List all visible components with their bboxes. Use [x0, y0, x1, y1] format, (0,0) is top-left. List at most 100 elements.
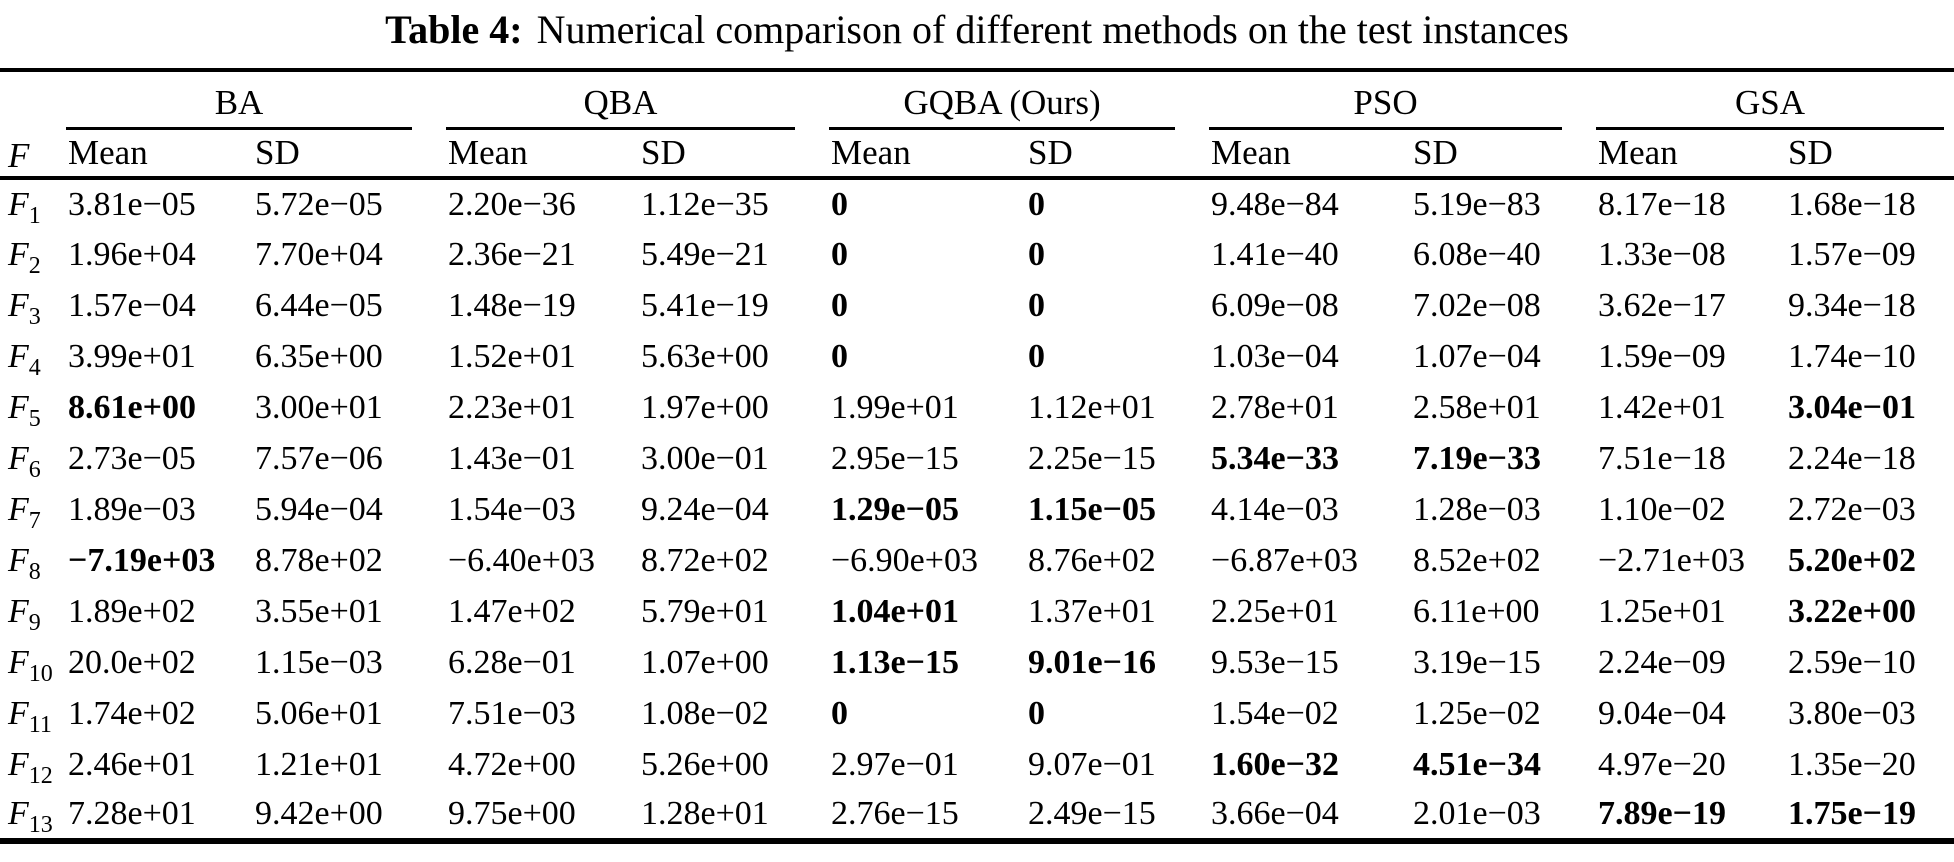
table-body: F1 3.81e−05 5.72e−05 2.20e−36 1.12e−35 0 0 9.48…: [0, 178, 1954, 841]
value-cell: 2.72e−03: [1788, 490, 1916, 528]
subheader-sd-qba: SD: [639, 130, 829, 180]
table-row: F11 1.74e+02 5.06e+01 7.51e−03 1.08e−02 0 0 1.5…: [0, 688, 1954, 739]
table-row: F8 −7.19e+03 8.78e+02 −6.40e+03 8.72e+02 −6.9…: [0, 535, 1954, 586]
value-cell: 3.80e−03: [1788, 694, 1916, 732]
row-label: F7: [8, 490, 41, 534]
value-cell: 2.76e−15: [831, 795, 959, 832]
value-cell: 2.73e−05: [68, 439, 196, 477]
value-cell: 5.19e−83: [1413, 185, 1541, 223]
value-cell: 3.00e+01: [255, 388, 383, 426]
group-label-pso: PSO: [1209, 83, 1563, 130]
row-label: F4: [8, 337, 41, 381]
value-cell: 9.75e+00: [448, 795, 576, 832]
column-header-f: F: [0, 70, 66, 180]
subheader-mean-qba: Mean: [446, 130, 639, 180]
value-cell: −6.40e+03: [448, 541, 595, 579]
row-label: F12: [8, 745, 53, 789]
row-label: F6: [8, 439, 41, 483]
value-cell: 7.19e−33: [1413, 439, 1541, 477]
value-cell: 1.74e+02: [68, 694, 196, 732]
value-cell: 9.04e−04: [1598, 694, 1726, 732]
row-label: F5: [8, 388, 41, 432]
value-cell: 3.22e+00: [1788, 592, 1916, 630]
value-cell: 0: [831, 694, 848, 732]
value-cell: 2.25e+01: [1211, 592, 1339, 630]
value-cell: 2.49e−15: [1028, 795, 1156, 832]
value-cell: 1.07e−04: [1413, 337, 1541, 375]
value-cell: 5.06e+01: [255, 694, 383, 732]
value-cell: 1.54e−03: [448, 490, 576, 528]
value-cell: 1.75e−19: [1788, 795, 1916, 832]
value-cell: 9.34e−18: [1788, 286, 1916, 324]
value-cell: 2.01e−03: [1413, 795, 1541, 832]
value-cell: 0: [831, 235, 848, 273]
value-cell: 1.60e−32: [1211, 745, 1339, 783]
value-cell: 1.12e−35: [641, 185, 769, 223]
value-cell: 1.29e−05: [831, 490, 959, 528]
value-cell: 5.94e−04: [255, 490, 383, 528]
value-cell: 1.74e−10: [1788, 337, 1916, 375]
value-cell: 5.49e−21: [641, 235, 769, 273]
table-row: F10 20.0e+02 1.15e−03 6.28e−01 1.07e+00 1.13e…: [0, 637, 1954, 688]
value-cell: 7.70e+04: [255, 235, 383, 273]
value-cell: −2.71e+03: [1598, 541, 1745, 579]
value-cell: 9.07e−01: [1028, 745, 1156, 783]
group-label-qba: QBA: [446, 83, 795, 130]
value-cell: 2.59e−10: [1788, 643, 1916, 681]
value-cell: 9.24e−04: [641, 490, 769, 528]
value-cell: 1.42e+01: [1598, 388, 1726, 426]
group-header-pso: PSO: [1209, 70, 1596, 130]
value-cell: 1.03e−04: [1211, 337, 1339, 375]
value-cell: 8.78e+02: [255, 541, 383, 579]
value-cell: 9.42e+00: [255, 795, 383, 832]
value-cell: 1.52e+01: [448, 337, 576, 375]
group-header-ba: BA: [66, 70, 446, 130]
value-cell: 7.02e−08: [1413, 286, 1541, 324]
value-cell: 1.57e−09: [1788, 235, 1916, 273]
value-cell: 0: [831, 286, 848, 324]
value-cell: 1.47e+02: [448, 592, 576, 630]
value-cell: 3.66e−04: [1211, 795, 1339, 832]
value-cell: 3.62e−17: [1598, 286, 1726, 324]
row-label: F13: [8, 795, 53, 838]
value-cell: 2.24e−09: [1598, 643, 1726, 681]
value-cell: 2.97e−01: [831, 745, 959, 783]
value-cell: 5.34e−33: [1211, 439, 1339, 477]
value-cell: 2.20e−36: [448, 185, 576, 223]
value-cell: 9.53e−15: [1211, 643, 1339, 681]
value-cell: 1.13e−15: [831, 643, 959, 681]
value-cell: 1.04e+01: [831, 592, 959, 630]
value-cell: 1.54e−02: [1211, 694, 1339, 732]
value-cell: 1.97e+00: [641, 388, 769, 426]
group-header-qba: QBA: [446, 70, 829, 130]
value-cell: 2.36e−21: [448, 235, 576, 273]
value-cell: 1.99e+01: [831, 388, 959, 426]
value-cell: 1.15e−05: [1028, 490, 1156, 528]
table-row: F12 2.46e+01 1.21e+01 4.72e+00 5.26e+00 2.97e…: [0, 739, 1954, 790]
value-cell: 2.24e−18: [1788, 439, 1916, 477]
value-cell: 3.04e−01: [1788, 388, 1916, 426]
value-cell: 5.41e−19: [641, 286, 769, 324]
results-table: F BA QBA GQBA (Ours) PSO GSA Mean SD Mea…: [0, 68, 1954, 844]
value-cell: 1.10e−02: [1598, 490, 1726, 528]
table-row: F6 2.73e−05 7.57e−06 1.43e−01 3.00e−01 2.95e−…: [0, 433, 1954, 484]
value-cell: 6.35e+00: [255, 337, 383, 375]
value-cell: 4.97e−20: [1598, 745, 1726, 783]
value-cell: 3.81e−05: [68, 185, 196, 223]
subheader-sd-gqba: SD: [1026, 130, 1210, 180]
value-cell: 8.61e+00: [68, 388, 196, 426]
value-cell: 1.59e−09: [1598, 337, 1726, 375]
value-cell: 1.37e+01: [1028, 592, 1156, 630]
value-cell: 2.78e+01: [1211, 388, 1339, 426]
value-cell: 1.12e+01: [1028, 388, 1156, 426]
table-row: F2 1.96e+04 7.70e+04 2.36e−21 5.49e−21 0 0 1.41…: [0, 229, 1954, 280]
value-cell: 0: [1028, 694, 1045, 732]
value-cell: 7.51e−03: [448, 694, 576, 732]
value-cell: 8.72e+02: [641, 541, 769, 579]
value-cell: 6.44e−05: [255, 286, 383, 324]
group-header-row: F BA QBA GQBA (Ours) PSO GSA: [0, 70, 1954, 180]
value-cell: 2.95e−15: [831, 439, 959, 477]
value-cell: −6.90e+03: [831, 541, 978, 579]
value-cell: 7.51e−18: [1598, 439, 1726, 477]
value-cell: 0: [1028, 337, 1045, 375]
